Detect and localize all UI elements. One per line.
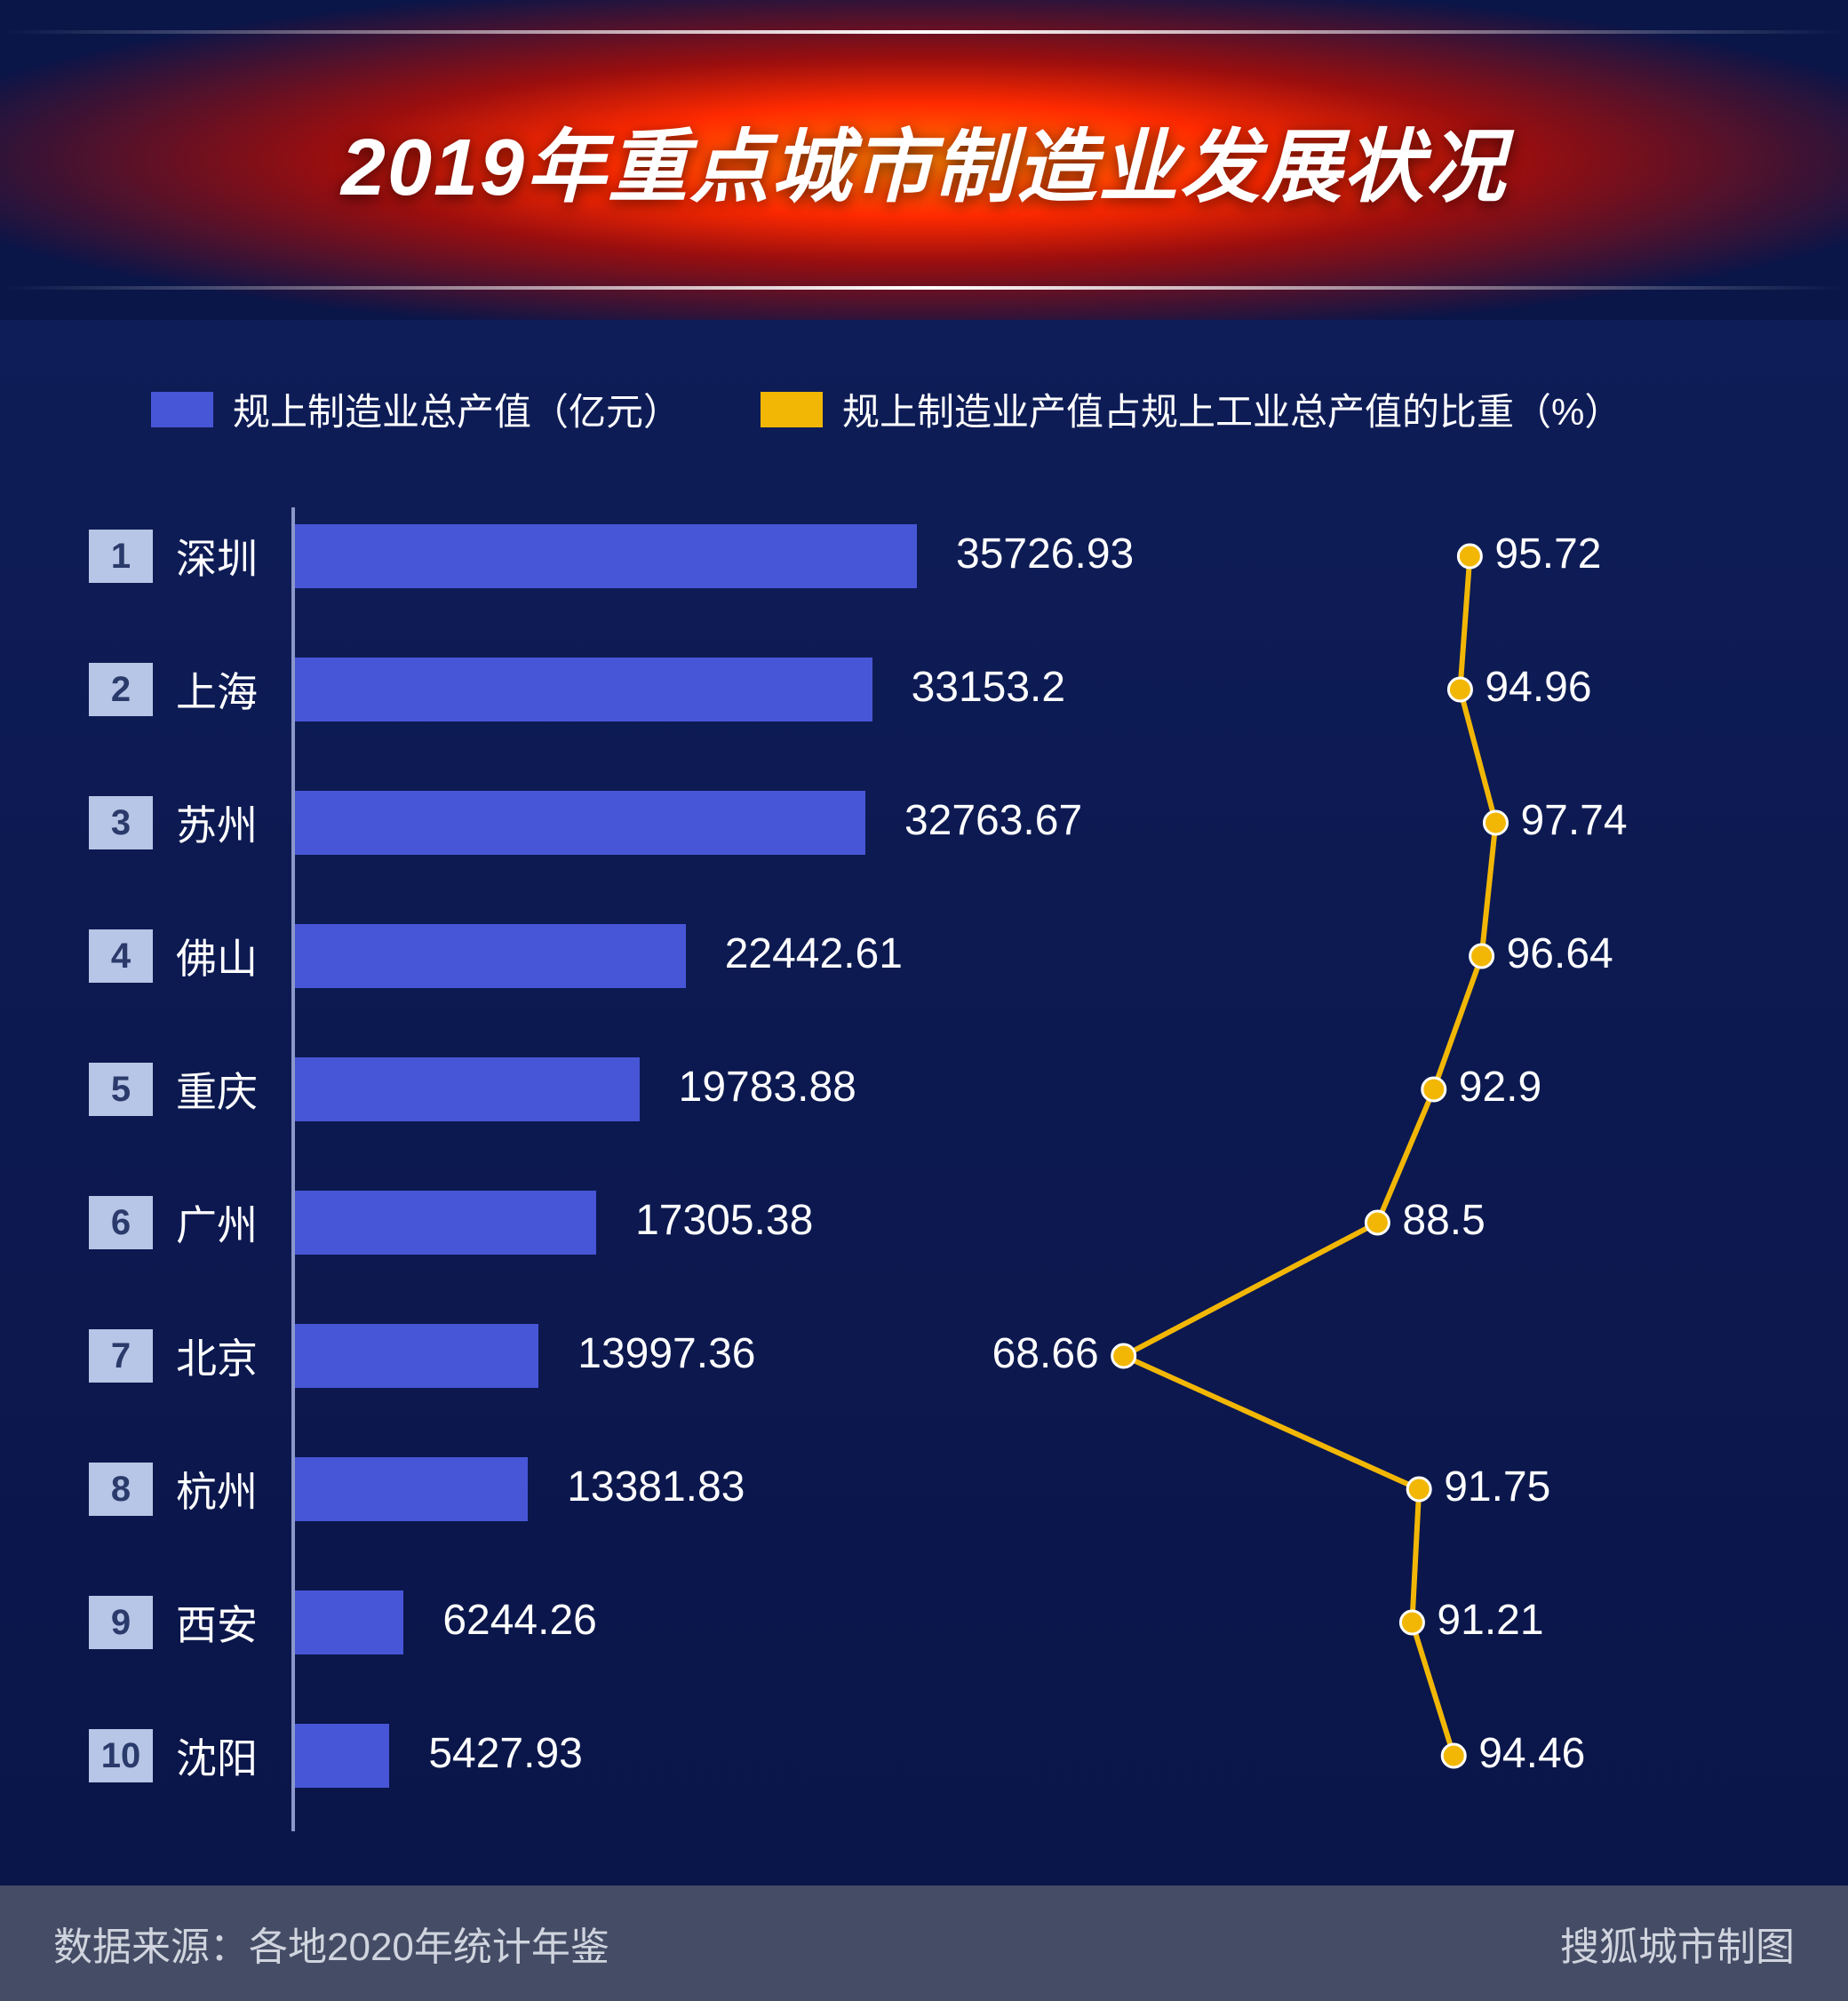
chart-row: 9 西安	[89, 1556, 291, 1689]
title-banner: 2019年重点城市制造业发展状况	[0, 0, 1848, 320]
rank-badge: 8	[89, 1463, 153, 1516]
rank-badge: 9	[89, 1596, 153, 1649]
value-bar	[295, 1324, 538, 1388]
pct-marker	[1484, 811, 1507, 834]
pct-marker	[1400, 1611, 1423, 1634]
value-bar	[295, 1457, 528, 1521]
pct-label: 97.74	[1520, 796, 1627, 845]
city-label: 西安	[176, 1593, 291, 1652]
chart-row: 4 佛山	[89, 889, 291, 1023]
chart-row: 5 重庆	[89, 1023, 291, 1156]
value-label: 19783.88	[679, 1063, 856, 1112]
footer-bar: 数据来源：各地2020年统计年鉴 搜狐城市制图	[0, 1885, 1848, 2001]
footer-source: 数据来源：各地2020年统计年鉴	[53, 1915, 609, 1972]
rank-badge: 6	[89, 1196, 153, 1249]
pct-label: 92.9	[1459, 1063, 1541, 1112]
value-bar	[295, 1057, 640, 1121]
pct-marker	[1458, 545, 1481, 568]
value-bar	[295, 1590, 403, 1654]
value-label: 32763.67	[904, 796, 1082, 845]
value-bar	[295, 791, 865, 855]
pct-label: 96.64	[1507, 929, 1613, 978]
value-label: 6244.26	[442, 1596, 597, 1645]
rank-badge: 3	[89, 796, 153, 849]
value-bar	[295, 1191, 596, 1255]
chart-row: 8 杭州	[89, 1423, 291, 1556]
legend-swatch-bar	[151, 392, 213, 427]
pct-label: 91.21	[1437, 1596, 1543, 1645]
legend: 规上制造业总产值（亿元） 规上制造业产值占规上工业总产值的比重（%）	[0, 320, 1848, 490]
rank-badge: 7	[89, 1329, 153, 1383]
chart-row: 10 沈阳	[89, 1689, 291, 1822]
value-label: 22442.61	[725, 929, 903, 978]
footer-credit: 搜狐城市制图	[1560, 1915, 1795, 1972]
city-label: 重庆	[176, 1060, 291, 1119]
pct-marker	[1112, 1344, 1135, 1367]
pct-label: 91.75	[1444, 1463, 1550, 1511]
rank-badge: 5	[89, 1063, 153, 1116]
chart-area: 1 深圳 35726.93 95.72 2 上海 33153.2 94.96 3 苏州 32763.…	[89, 490, 1759, 1902]
city-label: 苏州	[176, 793, 291, 852]
chart-row: 7 北京	[89, 1289, 291, 1423]
pct-label: 88.5	[1402, 1196, 1485, 1245]
value-label: 5427.93	[428, 1729, 583, 1778]
city-label: 佛山	[176, 927, 291, 985]
city-label: 沈阳	[176, 1726, 291, 1785]
value-bar	[295, 1724, 389, 1788]
pct-label: 95.72	[1494, 530, 1601, 578]
legend-label-bar: 规上制造业总产值（亿元）	[233, 382, 681, 436]
rank-badge: 2	[89, 663, 153, 716]
city-label: 杭州	[176, 1460, 291, 1519]
value-label: 33153.2	[912, 663, 1066, 712]
city-label: 深圳	[176, 527, 291, 586]
legend-item-line: 规上制造业产值占规上工业总产值的比重（%）	[761, 382, 1621, 436]
pct-label: 68.66	[992, 1329, 1099, 1378]
chart-row: 6 广州	[89, 1156, 291, 1289]
value-label: 13381.83	[567, 1463, 745, 1511]
chart-row: 3 苏州	[89, 756, 291, 889]
rank-badge: 4	[89, 929, 153, 983]
page-title: 2019年重点城市制造业发展状况	[341, 102, 1507, 218]
value-label: 17305.38	[635, 1196, 813, 1245]
value-label: 13997.36	[578, 1329, 755, 1378]
pct-marker	[1366, 1211, 1389, 1234]
city-label: 北京	[176, 1327, 291, 1385]
chart-row: 1 深圳	[89, 490, 291, 623]
value-bar	[295, 524, 917, 588]
legend-label-line: 规上制造业产值占规上工业总产值的比重（%）	[842, 382, 1621, 436]
city-label: 上海	[176, 660, 291, 719]
value-label: 35726.93	[956, 530, 1134, 578]
infographic-root: 2019年重点城市制造业发展状况 规上制造业总产值（亿元） 规上制造业产值占规上…	[0, 0, 1848, 2001]
pct-polyline	[1124, 556, 1496, 1756]
legend-swatch-line	[761, 392, 823, 427]
pct-marker	[1448, 678, 1471, 701]
pct-label: 94.46	[1478, 1729, 1585, 1778]
pct-label: 94.96	[1485, 663, 1591, 712]
pct-marker	[1442, 1744, 1465, 1767]
value-bar	[295, 924, 686, 988]
pct-marker	[1470, 945, 1494, 968]
value-bar	[295, 658, 872, 721]
rank-badge: 1	[89, 530, 153, 583]
pct-marker	[1407, 1478, 1430, 1501]
legend-item-bar: 规上制造业总产值（亿元）	[151, 382, 681, 436]
city-label: 广州	[176, 1193, 291, 1252]
pct-marker	[1422, 1078, 1446, 1101]
rank-badge: 10	[89, 1729, 153, 1782]
chart-row: 2 上海	[89, 623, 291, 756]
